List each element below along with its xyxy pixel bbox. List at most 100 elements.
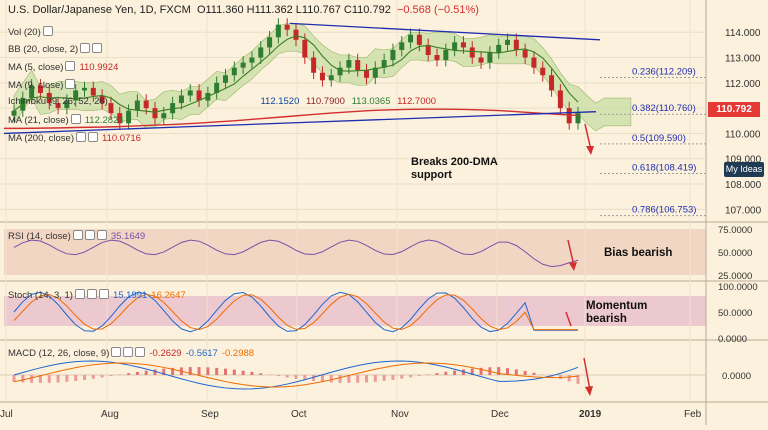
macd-histogram-bar: [206, 367, 209, 375]
ichimoku-value-1: 112.1520: [260, 96, 299, 107]
eye-icon[interactable]: [75, 289, 85, 299]
candle-body: [390, 50, 395, 60]
ma5-label: MA (5, close): [8, 62, 63, 73]
ma200-legend[interactable]: MA (200, close)110.0716: [8, 132, 141, 144]
stoch-tick-label: 100.0000: [718, 282, 758, 293]
macd-histogram-bar: [391, 375, 394, 380]
macd-histogram-bar: [13, 375, 16, 382]
fib-level-label: 0.382(110.760): [632, 103, 696, 114]
eye-icon[interactable]: [43, 26, 53, 36]
macd-histogram-bar: [356, 375, 359, 383]
candle-body: [523, 50, 528, 58]
candle-body: [188, 90, 193, 95]
macd-hist-value: -0.2988: [222, 348, 254, 359]
macd-histogram-bar: [436, 373, 439, 375]
rsi-tick-label: 50.0000: [718, 248, 752, 259]
eye-icon[interactable]: [65, 61, 75, 71]
ma5-value: 110.9924: [79, 62, 118, 73]
price-tick-label: 112.000: [725, 79, 761, 90]
candle-body: [241, 63, 246, 68]
macd-histogram-bar: [277, 375, 280, 376]
price-tick-label: 108.000: [725, 180, 762, 191]
macd-histogram-bar: [233, 370, 236, 375]
settings-icon[interactable]: [85, 230, 95, 240]
settings-icon[interactable]: [87, 289, 97, 299]
macd-histogram-bar: [532, 373, 535, 375]
macd-histogram-bar: [365, 375, 368, 382]
macd-histogram-bar: [409, 375, 412, 377]
annotation-bias: Bias bearish: [604, 247, 672, 259]
annotation-breaks: Breaks 200-DMA: [411, 156, 498, 168]
candle-body: [435, 55, 440, 60]
candle-body: [399, 42, 404, 50]
rsi-tick-label: 75.0000: [718, 225, 752, 236]
eye-icon[interactable]: [111, 347, 121, 357]
macd-histogram-bar: [524, 371, 527, 375]
rsi-tick-label: 25.0000: [718, 271, 752, 282]
candle-body: [470, 47, 475, 57]
macd-histogram-bar: [383, 375, 386, 381]
annotation-support: support: [411, 169, 452, 181]
macd-histogram-bar: [374, 375, 377, 382]
macd-histogram-bar: [127, 373, 130, 375]
ma5-legend[interactable]: MA (5, close) 110.9924: [8, 61, 118, 73]
candle-body: [408, 35, 413, 43]
add-icon[interactable]: [97, 230, 107, 240]
macd-histogram-bar: [295, 375, 298, 379]
macd-label: MACD (12, 26, close, 9): [8, 348, 109, 359]
macd-histogram-bar: [250, 372, 253, 375]
candle-body: [249, 58, 254, 63]
macd-value: -0.2629: [149, 348, 181, 359]
candle-body: [338, 68, 343, 76]
symbol-title[interactable]: U.S. Dollar/Japanese Yen, 1D, FXCM: [8, 4, 191, 16]
ichimoku-value-3: 113.0365: [352, 96, 391, 107]
macd-histogram-bar: [568, 375, 571, 381]
candle-body: [311, 58, 316, 73]
candle-body: [285, 25, 290, 30]
time-tick-label: Sep: [201, 409, 219, 420]
macd-histogram-bar: [242, 371, 245, 375]
ichimoku-legend[interactable]: Ichimoku (9, 26, 52, 26) 112.1520 110.79…: [8, 96, 436, 107]
macd-histogram-bar: [444, 372, 447, 375]
candle-body: [302, 40, 307, 58]
vol-legend[interactable]: Vol (20): [8, 26, 53, 38]
my-ideas-button[interactable]: My Ideas: [724, 162, 764, 177]
macd-tick-label: 0.0000: [722, 371, 751, 382]
eye-icon[interactable]: [76, 132, 86, 142]
settings-icon[interactable]: [123, 347, 133, 357]
stoch-tick-label: 0.0000: [718, 334, 747, 345]
settings-icon[interactable]: [88, 132, 98, 142]
macd-legend[interactable]: MACD (12, 26, close, 9) -0.2629 -0.5617 -0.…: [8, 347, 254, 359]
ma21-label: MA (21, close): [8, 115, 69, 126]
settings-icon[interactable]: [92, 43, 102, 53]
eye-icon[interactable]: [71, 114, 81, 124]
eye-icon[interactable]: [65, 79, 75, 89]
macd-histogram-bar: [101, 375, 104, 377]
candle-body: [82, 88, 87, 91]
price-tick-label: 113.000: [725, 54, 761, 65]
eye-icon[interactable]: [73, 230, 83, 240]
macd-histogram-bar: [48, 375, 51, 383]
candle-body: [346, 60, 351, 68]
macd-signal-value: -0.5617: [186, 348, 218, 359]
candle-body: [294, 30, 299, 40]
candle-body: [355, 60, 360, 70]
add-icon[interactable]: [135, 347, 145, 357]
last-price-tag: 110.792: [708, 102, 760, 117]
bb-legend[interactable]: BB (20, close, 2): [8, 43, 102, 55]
candle-body: [267, 37, 272, 47]
candle-body: [540, 68, 545, 76]
eye-icon[interactable]: [80, 43, 90, 53]
bb-label: BB (20, close, 2): [8, 44, 78, 55]
add-icon[interactable]: [99, 289, 109, 299]
ma9-legend[interactable]: MA (9, close): [8, 79, 75, 91]
rsi-legend[interactable]: RSI (14, close)35.1649: [8, 230, 145, 242]
candle-body: [479, 58, 484, 63]
time-tick-label: Jul: [0, 409, 13, 420]
ma21-legend[interactable]: MA (21, close)112.2824: [8, 114, 124, 126]
macd-histogram-bar: [145, 371, 148, 375]
candle-body: [320, 73, 325, 81]
macd-histogram-bar: [30, 375, 33, 383]
